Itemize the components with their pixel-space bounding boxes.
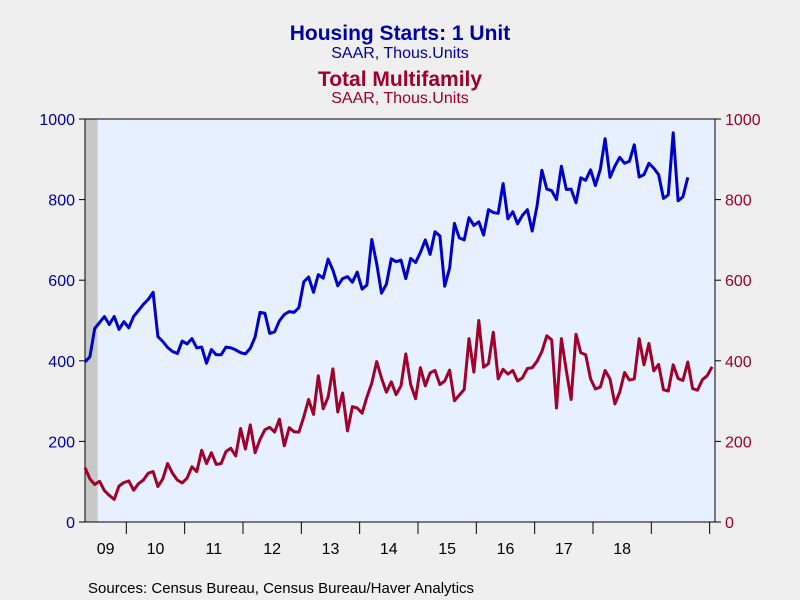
right-axis-tick-label: 1000 <box>725 112 761 129</box>
left-axis-tick-label: 800 <box>48 193 75 210</box>
left-axis-tick-label: 200 <box>48 434 75 451</box>
x-axis-tick-label: 09 <box>97 541 115 558</box>
chart-title-2: Total Multifamily <box>318 68 482 91</box>
chart-title-1: Housing Starts: 1 Unit <box>290 22 511 45</box>
x-axis-tick-label: 16 <box>497 541 515 558</box>
plot-area: 0 200 400 600 800 1000 0 200 400 600 800 1000 09 10 11… <box>39 112 760 558</box>
plot-background <box>85 119 715 522</box>
chart-subtitle-1: SAAR, Thous.Units <box>331 45 469 62</box>
series-line-1 <box>83 131 690 365</box>
x-axis-tick-label: 11 <box>206 541 223 558</box>
plot-frame <box>84 118 716 523</box>
chart-titles: Housing Starts: 1 Unit SAAR, Thous.Units… <box>290 22 511 107</box>
right-axis-tick-label: 400 <box>725 354 752 371</box>
recession-shading <box>85 119 98 522</box>
left-axis-tick-label: 0 <box>66 515 75 532</box>
left-axis-tick-label: 1000 <box>39 112 75 129</box>
left-axis-tick-label: 400 <box>48 354 75 371</box>
x-axis-tick-label: 13 <box>322 541 340 558</box>
x-axis-tick-label: 18 <box>613 541 631 558</box>
x-axis-tick-label: 12 <box>263 541 281 558</box>
source-note: Sources: Census Bureau, Census Bureau/Ha… <box>88 580 474 597</box>
right-axis-tick-label: 800 <box>725 193 752 210</box>
x-axis-tick-label: 14 <box>380 541 398 558</box>
x-axis-tick-label: 10 <box>147 541 165 558</box>
x-axis-tick-label: 17 <box>555 541 573 558</box>
series-line-2 <box>83 319 714 501</box>
right-axis-tick-label: 0 <box>725 515 734 532</box>
chart-subtitle-2: SAAR, Thous.Units <box>331 90 469 107</box>
right-axis-tick-label: 600 <box>725 273 752 290</box>
left-axis-tick-label: 600 <box>48 273 75 290</box>
right-axis-tick-label: 200 <box>725 434 752 451</box>
x-axis-tick-label: 15 <box>438 541 456 558</box>
